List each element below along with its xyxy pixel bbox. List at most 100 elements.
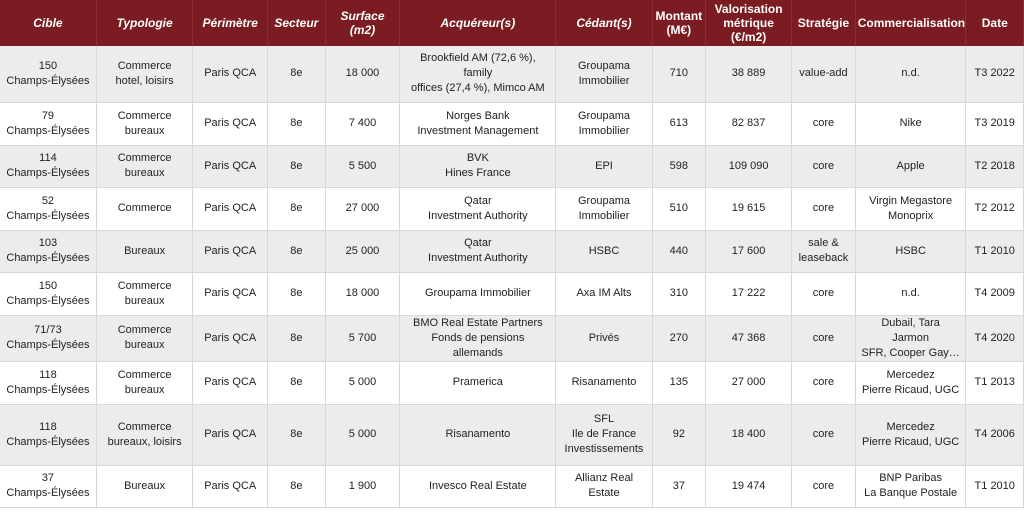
cell-acquereurs: Risanamento [399,404,557,466]
cell-date: T4 2020 [965,315,1024,362]
table-row: 103 Champs-Élysées Bureaux Paris QCA 8e 25 0… [0,230,1024,273]
cell-cedants: HSBC [555,230,653,273]
cell-valorisation: 18 400 [705,404,793,466]
cell-valorisation: 47 368 [705,315,793,362]
cell-date: T2 2018 [965,145,1024,188]
cell-strategie: core [791,102,856,146]
cell-montant: 613 [652,102,707,146]
cell-surface: 18 000 [325,272,401,316]
cell-acquereurs: Norges Bank Investment Management [399,102,557,146]
cell-perimetre: Paris QCA [192,272,269,316]
cell-typologie: Commerce bureaux, loisirs [96,404,194,466]
cell-perimetre: Paris QCA [192,102,269,146]
cell-acquereurs: Brookfield AM (72,6 %), family offices (… [399,46,557,103]
cell-cible: 150 Champs-Élysées [0,46,97,103]
table-row: 118 Champs-Élysées Commerce bureaux, lois… [0,404,1024,466]
cell-valorisation: 19 474 [705,465,793,508]
cell-cedants: Groupama Immobilier [555,102,653,146]
cell-perimetre: Paris QCA [192,404,269,466]
cell-strategie: core [791,272,856,316]
cell-valorisation: 19 615 [705,187,793,231]
cell-cedants: Groupama Immobilier [555,46,653,103]
cell-typologie: Bureaux [96,465,194,508]
cell-surface: 5 700 [325,315,401,362]
table-row: 150 Champs-Élysées Commerce hotel, loisir… [0,46,1024,103]
cell-perimetre: Paris QCA [192,230,269,273]
cell-date: T1 2010 [965,465,1024,508]
cell-strategie: sale & leaseback [791,230,856,273]
cell-perimetre: Paris QCA [192,187,269,231]
cell-cedants: SFL Ile de France Investissements [555,404,653,466]
cell-cible: 118 Champs-Élysées [0,361,97,405]
table-row: 52 Champs-Élysées Commerce Paris QCA 8e 27 0… [0,187,1024,231]
cell-commercialisation: Virgin Megastore Monoprix [855,187,967,231]
column-header-surface: Surface (m2) [325,0,401,46]
cell-date: T4 2006 [965,404,1024,466]
cell-strategie: core [791,465,856,508]
cell-secteur: 8e [267,272,326,316]
cell-surface: 7 400 [325,102,401,146]
cell-surface: 25 000 [325,230,401,273]
cell-strategie: core [791,187,856,231]
cell-perimetre: Paris QCA [192,145,269,188]
cell-cible: 52 Champs-Élysées [0,187,97,231]
cell-secteur: 8e [267,102,326,146]
cell-surface: 27 000 [325,187,401,231]
cell-acquereurs: Groupama Immobilier [399,272,557,316]
cell-valorisation: 38 889 [705,46,793,103]
cell-date: T3 2019 [965,102,1024,146]
cell-montant: 510 [652,187,707,231]
cell-cible: 103 Champs-Élysées [0,230,97,273]
cell-surface: 18 000 [325,46,401,103]
cell-acquereurs: BVK Hines France [399,145,557,188]
cell-date: T3 2022 [965,46,1024,103]
cell-acquereurs: BMO Real Estate Partners Fonds de pensio… [399,315,557,362]
cell-surface: 5 500 [325,145,401,188]
table-row: 37 Champs-Élysées Bureaux Paris QCA 8e 1 900… [0,465,1024,508]
cell-cedants: Groupama Immobilier [555,187,653,231]
transactions-table: Cible Typologie Périmètre Secteur Surface (m… [0,0,1024,508]
cell-typologie: Commerce bureaux [96,145,194,188]
cell-commercialisation: HSBC [855,230,967,273]
cell-cible: 114 Champs-Élysées [0,145,97,188]
cell-typologie: Commerce bureaux [96,272,194,316]
cell-date: T2 2012 [965,187,1024,231]
table-body: 150 Champs-Élysées Commerce hotel, loisir… [0,46,1024,508]
column-header-secteur: Secteur [267,0,326,46]
cell-valorisation: 17 222 [705,272,793,316]
cell-commercialisation: Apple [855,145,967,188]
cell-cedants: Privés [555,315,653,362]
cell-typologie: Commerce bureaux [96,102,194,146]
cell-commercialisation: Nike [855,102,967,146]
cell-secteur: 8e [267,46,326,103]
cell-perimetre: Paris QCA [192,361,269,405]
column-header-acquereurs: Acquéreur(s) [399,0,557,46]
cell-montant: 92 [652,404,707,466]
table-row: 118 Champs-Élysées Commerce bureaux Paris … [0,361,1024,405]
cell-perimetre: Paris QCA [192,46,269,103]
column-header-valorisation: Valorisation métrique (€/m2) [705,0,793,46]
cell-cedants: EPI [555,145,653,188]
cell-secteur: 8e [267,230,326,273]
cell-typologie: Commerce hotel, loisirs [96,46,194,103]
cell-secteur: 8e [267,404,326,466]
cell-commercialisation: Dubail, Tara Jarmon SFR, Cooper Gay… [855,315,967,362]
cell-valorisation: 82 837 [705,102,793,146]
column-header-cedants: Cédant(s) [555,0,653,46]
cell-secteur: 8e [267,315,326,362]
cell-valorisation: 109 090 [705,145,793,188]
cell-montant: 270 [652,315,707,362]
cell-acquereurs: Pramerica [399,361,557,405]
cell-typologie: Commerce bureaux [96,315,194,362]
cell-montant: 598 [652,145,707,188]
table-row: 114 Champs-Élysées Commerce bureaux Paris … [0,145,1024,188]
cell-montant: 310 [652,272,707,316]
cell-acquereurs: Qatar Investment Authority [399,230,557,273]
cell-commercialisation: n.d. [855,272,967,316]
table-header: Cible Typologie Périmètre Secteur Surface (m… [0,0,1024,46]
cell-montant: 37 [652,465,707,508]
cell-date: T1 2013 [965,361,1024,405]
cell-secteur: 8e [267,187,326,231]
cell-typologie: Commerce bureaux [96,361,194,405]
cell-cedants: Axa IM Alts [555,272,653,316]
